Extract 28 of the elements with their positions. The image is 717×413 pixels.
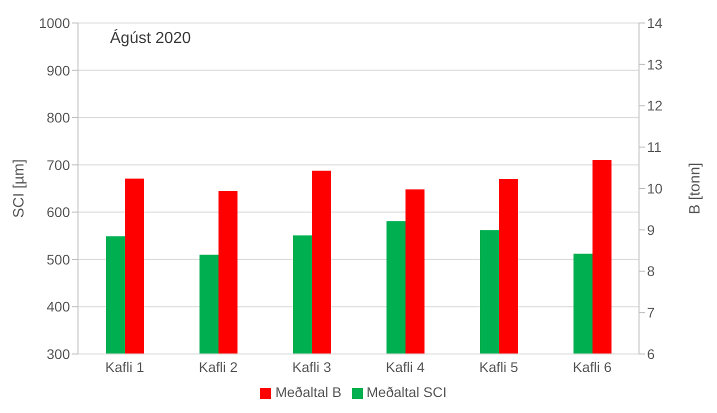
x-tick-label: Kafli 6 [572, 358, 612, 375]
y-tick-label: 700 [46, 156, 70, 173]
y-tick-label: 800 [46, 110, 70, 126]
x-tick-label: Kafli 4 [386, 358, 425, 375]
y2-tick-label: 14 [647, 14, 663, 31]
y2-tick-label: 12 [647, 98, 663, 114]
y2-tick-label: 8 [647, 263, 655, 280]
y2-tick-label: 7 [647, 304, 655, 321]
y2-tick-label: 10 [647, 180, 663, 196]
y-tick-label: 400 [46, 298, 70, 315]
y-tick-label: 1000 [38, 14, 70, 31]
legend-label: Meðaltal B [275, 384, 342, 400]
x-tick-label: Kafli 2 [198, 358, 238, 375]
y-axis-title: SCI [µm] [10, 159, 28, 218]
y2-axis-title: B [tonn] [686, 162, 704, 214]
x-tick-label: Kafli 1 [105, 358, 144, 375]
annotation: Ágúst 2020 [110, 30, 191, 48]
y2-tick-label: 9 [647, 222, 655, 238]
legend-label: Meðaltal SCI [366, 384, 447, 400]
y-tick-label: 300 [46, 346, 70, 362]
y-tick-label: 600 [46, 204, 70, 220]
y2-tick-label: 6 [647, 346, 655, 362]
y2-tick-label: 11 [647, 139, 662, 156]
y-tick-label: 500 [46, 251, 70, 268]
y2-tick-label: 13 [647, 56, 663, 72]
y-tick-label: 900 [46, 62, 70, 78]
x-tick-label: Kafli 5 [479, 358, 518, 375]
x-tick-label: Kafli 3 [292, 358, 332, 375]
